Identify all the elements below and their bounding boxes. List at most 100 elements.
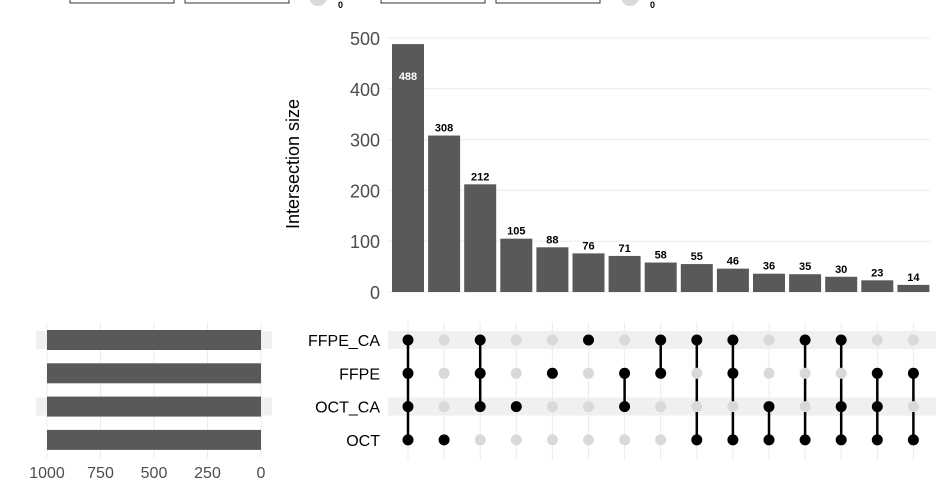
bar-value-label: 46	[727, 256, 739, 268]
membership-dot-empty	[619, 434, 631, 446]
bar-value-label: 23	[871, 267, 883, 279]
intersection-bar	[608, 255, 641, 292]
membership-dot-filled	[799, 434, 811, 446]
y-tick-label: 300	[350, 131, 380, 151]
membership-dot-empty	[907, 401, 919, 413]
intersection-bar	[392, 44, 424, 292]
set-size-tick-label: 0	[257, 465, 266, 480]
membership-dot-filled	[691, 434, 703, 446]
set-name-label: OCT_CA	[315, 400, 380, 417]
membership-dot-filled	[835, 401, 847, 413]
legend-tick-label: 0	[338, 0, 343, 10]
membership-dot-empty	[546, 434, 558, 446]
intersection-bar	[500, 238, 533, 292]
membership-dot-empty	[619, 334, 631, 346]
y-tick-label: 100	[350, 232, 380, 252]
set-size-tick-label: 750	[87, 465, 114, 480]
bar-value-label: 36	[763, 261, 775, 273]
membership-dot-filled	[510, 401, 522, 413]
membership-dot-filled	[727, 434, 739, 446]
membership-dot-filled	[871, 401, 883, 413]
membership-dot-empty	[871, 334, 883, 346]
set-name-label: FFPE_CA	[308, 333, 380, 350]
membership-dot-empty	[763, 334, 775, 346]
membership-dot-filled	[871, 434, 883, 446]
bar-value-label: 14	[907, 272, 920, 284]
membership-dot-filled	[871, 367, 883, 379]
set-name-label: FFPE	[339, 366, 380, 383]
legend-swatch	[621, 0, 639, 6]
membership-dot-empty	[546, 334, 558, 346]
bar-value-label: 105	[507, 226, 525, 238]
membership-dot-filled	[763, 401, 775, 413]
membership-dot-filled	[402, 434, 414, 446]
membership-dot-empty	[727, 401, 739, 413]
y-axis-label: Intersection size	[283, 99, 303, 229]
bar-value-label: 308	[435, 123, 453, 135]
membership-dot-empty	[835, 367, 847, 379]
membership-dot-filled	[619, 401, 631, 413]
membership-dot-empty	[474, 434, 486, 446]
membership-dot-filled	[402, 401, 414, 413]
intersection-matrix-panel: FFPE_CA FFPE OCT_CA OCT	[308, 322, 936, 460]
membership-dot-filled	[474, 334, 486, 346]
membership-dot-empty	[510, 334, 522, 346]
membership-dot-empty	[907, 334, 919, 346]
membership-dot-empty	[438, 401, 450, 413]
set-size-panel: 1000 750 500 250 0	[29, 322, 272, 482]
bar-value-label: 58	[655, 250, 667, 262]
membership-dot-filled	[907, 434, 919, 446]
bar-value-label: 212	[471, 171, 489, 183]
membership-dot-filled	[727, 367, 739, 379]
bar-value-label: 71	[618, 243, 630, 255]
membership-dot-filled	[727, 334, 739, 346]
intersection-bar	[536, 247, 569, 292]
set-size-tick-label: 500	[141, 465, 168, 480]
membership-dot-filled	[655, 367, 667, 379]
membership-dot-empty	[438, 334, 450, 346]
membership-dot-empty	[583, 434, 594, 446]
intersection-bar	[680, 264, 713, 292]
legend-box	[184, 0, 290, 4]
y-tick-label: 400	[350, 80, 380, 100]
membership-dot-filled	[655, 334, 667, 346]
membership-dot-filled	[835, 334, 847, 346]
membership-dot-empty	[799, 367, 811, 379]
membership-dot-empty	[763, 367, 775, 379]
membership-dot-empty	[655, 434, 667, 446]
intersection-bar	[825, 276, 858, 292]
membership-dot-filled	[474, 401, 486, 413]
intersection-bar	[716, 268, 749, 292]
membership-dot-filled	[583, 334, 594, 346]
legend-tick-label: 0	[650, 0, 655, 10]
membership-dot-filled	[438, 434, 450, 446]
membership-dot-filled	[474, 367, 486, 379]
membership-dot-empty	[583, 401, 594, 413]
membership-dot-empty	[799, 401, 811, 413]
bar-value-label: 30	[835, 264, 847, 276]
membership-dot-filled	[402, 334, 414, 346]
legend-box	[380, 0, 486, 4]
y-tick-label: 500	[350, 29, 380, 49]
intersection-bar	[644, 262, 677, 292]
set-name-label: OCT	[346, 433, 380, 450]
membership-dot-empty	[510, 367, 522, 379]
intersection-bar	[789, 274, 822, 292]
membership-dot-empty	[583, 367, 594, 379]
set-size-bar	[47, 330, 261, 350]
legend-swatch	[309, 0, 327, 6]
bar-value-label: 488	[399, 71, 417, 83]
membership-dot-empty	[655, 401, 667, 413]
membership-dot-filled	[691, 334, 703, 346]
intersection-bar	[464, 184, 497, 292]
bar-value-label: 88	[546, 234, 558, 246]
membership-dot-filled	[799, 334, 811, 346]
set-size-tick-label: 250	[194, 465, 221, 480]
set-size-tick-label: 1000	[29, 465, 65, 480]
legend-box	[495, 0, 601, 4]
membership-dot-filled	[835, 434, 847, 446]
intersection-bars-panel: 0 100 200 300 400 500 488 308 212 105 88 76 71 58 55 46…	[350, 29, 930, 303]
membership-dot-empty	[691, 367, 703, 379]
